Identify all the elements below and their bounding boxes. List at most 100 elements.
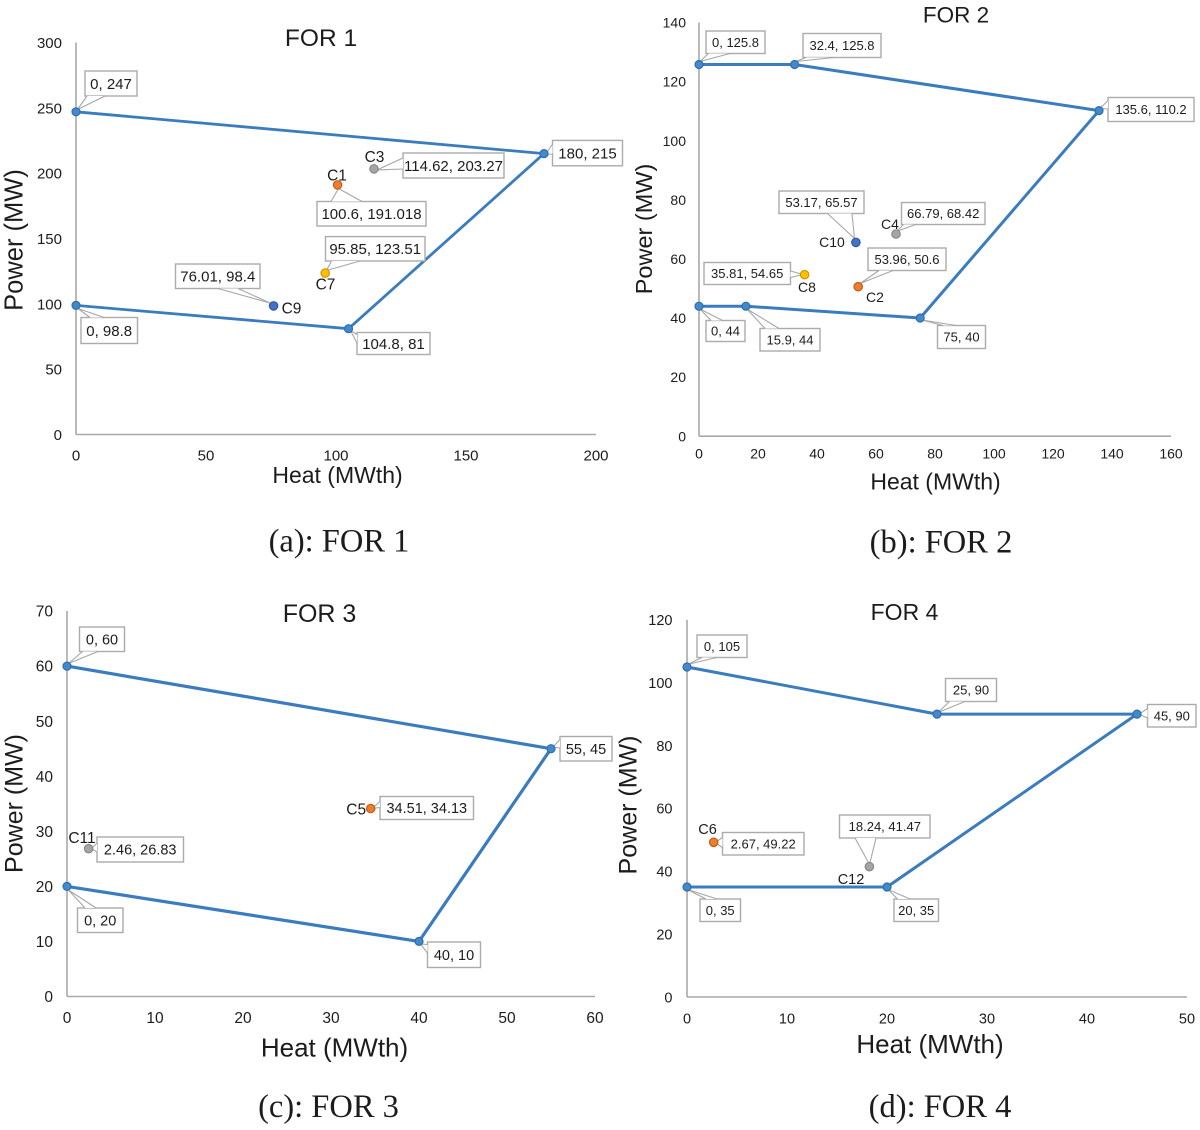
svg-text:60: 60 <box>670 251 686 267</box>
svg-text:20: 20 <box>879 1012 895 1028</box>
svg-text:Power (MW): Power (MW) <box>631 164 657 295</box>
svg-text:C12: C12 <box>838 872 865 888</box>
svg-text:(c): FOR 3: (c): FOR 3 <box>258 1089 399 1125</box>
svg-text:60: 60 <box>656 802 672 818</box>
svg-text:100: 100 <box>37 296 62 313</box>
svg-text:25, 90: 25, 90 <box>953 683 989 698</box>
svg-text:2.67, 49.22: 2.67, 49.22 <box>731 836 796 851</box>
svg-text:60: 60 <box>868 446 884 462</box>
svg-text:C7: C7 <box>316 277 336 294</box>
svg-text:35.81, 54.65: 35.81, 54.65 <box>711 266 783 281</box>
svg-text:80: 80 <box>656 739 672 755</box>
svg-text:40: 40 <box>36 769 54 786</box>
svg-text:15.9, 44: 15.9, 44 <box>767 332 814 347</box>
svg-text:C2: C2 <box>866 289 884 305</box>
svg-text:140: 140 <box>1100 446 1124 462</box>
svg-text:10: 10 <box>146 1010 164 1027</box>
svg-text:0: 0 <box>683 1012 691 1028</box>
svg-text:53.17, 65.57: 53.17, 65.57 <box>785 195 857 210</box>
svg-text:40: 40 <box>656 865 672 881</box>
svg-text:C5: C5 <box>346 801 366 818</box>
svg-text:100: 100 <box>648 676 672 692</box>
svg-text:0: 0 <box>664 990 672 1006</box>
svg-text:60: 60 <box>36 659 54 676</box>
svg-text:30: 30 <box>322 1010 340 1027</box>
svg-text:50: 50 <box>1179 1012 1195 1028</box>
svg-text:135.6, 110.2: 135.6, 110.2 <box>1115 102 1186 117</box>
svg-text:70: 70 <box>36 604 54 621</box>
svg-text:0: 0 <box>72 448 80 465</box>
svg-text:60: 60 <box>586 1010 604 1027</box>
svg-text:0: 0 <box>695 446 703 462</box>
svg-text:C4: C4 <box>881 216 899 232</box>
svg-text:0: 0 <box>678 428 686 444</box>
svg-text:34.51, 34.13: 34.51, 34.13 <box>386 801 467 817</box>
svg-text:0, 44: 0, 44 <box>711 324 740 339</box>
svg-text:95.85, 123.51: 95.85, 123.51 <box>329 241 421 258</box>
svg-text:150: 150 <box>453 448 478 465</box>
svg-text:C8: C8 <box>798 279 816 295</box>
svg-text:100: 100 <box>663 133 687 149</box>
svg-text:Heat (MWth): Heat (MWth) <box>870 469 1000 495</box>
svg-text:C3: C3 <box>365 149 385 166</box>
svg-text:Power (MW): Power (MW) <box>615 736 643 875</box>
svg-text:120: 120 <box>663 74 687 90</box>
svg-text:75, 40: 75, 40 <box>943 330 979 345</box>
svg-text:40: 40 <box>809 446 825 462</box>
svg-text:Power (MW): Power (MW) <box>1 169 29 311</box>
svg-text:40: 40 <box>410 1010 428 1027</box>
svg-text:0, 98.8: 0, 98.8 <box>86 323 132 340</box>
svg-text:80: 80 <box>670 192 686 208</box>
svg-text:C1: C1 <box>327 168 347 185</box>
svg-text:Power (MW): Power (MW) <box>1 734 29 873</box>
svg-text:0, 125.8: 0, 125.8 <box>712 35 759 50</box>
svg-text:20: 20 <box>656 927 672 943</box>
svg-text:80: 80 <box>927 446 943 462</box>
svg-text:20: 20 <box>234 1010 252 1027</box>
svg-text:(b): FOR 2: (b): FOR 2 <box>870 525 1013 561</box>
svg-text:0, 60: 0, 60 <box>86 633 118 649</box>
svg-text:C11: C11 <box>68 830 95 847</box>
svg-text:45, 90: 45, 90 <box>1154 708 1190 723</box>
svg-text:40: 40 <box>1079 1012 1095 1028</box>
svg-text:2.46, 26.83: 2.46, 26.83 <box>104 843 177 859</box>
svg-text:C10: C10 <box>819 234 845 250</box>
svg-text:120: 120 <box>1041 446 1065 462</box>
svg-text:18.24, 41.47: 18.24, 41.47 <box>849 819 921 834</box>
svg-text:250: 250 <box>37 100 62 117</box>
svg-text:200: 200 <box>37 166 62 183</box>
svg-text:120: 120 <box>648 613 672 629</box>
svg-text:40, 10: 40, 10 <box>434 948 474 964</box>
svg-text:20: 20 <box>670 369 686 385</box>
svg-text:160: 160 <box>1159 446 1183 462</box>
svg-text:FOR 3: FOR 3 <box>283 600 357 628</box>
svg-text:0, 35: 0, 35 <box>706 903 735 918</box>
svg-text:0, 20: 0, 20 <box>84 914 116 930</box>
svg-text:C6: C6 <box>698 822 717 838</box>
svg-text:FOR 1: FOR 1 <box>285 25 357 52</box>
svg-text:66.79, 68.42: 66.79, 68.42 <box>907 206 979 221</box>
svg-text:C9: C9 <box>282 301 302 318</box>
svg-text:Heat (MWth): Heat (MWth) <box>261 1033 408 1063</box>
svg-text:114.62, 203.27: 114.62, 203.27 <box>404 158 503 175</box>
svg-text:(d): FOR 4: (d): FOR 4 <box>869 1089 1012 1125</box>
svg-text:10: 10 <box>779 1012 795 1028</box>
svg-text:180, 215: 180, 215 <box>558 146 616 163</box>
svg-text:10: 10 <box>36 934 54 951</box>
svg-text:20: 20 <box>36 879 54 896</box>
svg-text:55, 45: 55, 45 <box>566 742 606 758</box>
svg-text:140: 140 <box>663 15 687 31</box>
svg-text:30: 30 <box>36 824 54 841</box>
svg-text:FOR 4: FOR 4 <box>871 599 939 625</box>
svg-text:0: 0 <box>63 1010 72 1027</box>
svg-text:40: 40 <box>670 310 686 326</box>
svg-text:FOR 2: FOR 2 <box>923 3 989 28</box>
svg-text:100: 100 <box>982 446 1006 462</box>
svg-text:(a): FOR 1: (a): FOR 1 <box>269 524 410 560</box>
svg-text:300: 300 <box>37 35 62 52</box>
svg-text:200: 200 <box>583 448 608 465</box>
svg-text:100: 100 <box>323 448 348 465</box>
svg-text:50: 50 <box>198 448 215 465</box>
svg-text:Heat (MWth): Heat (MWth) <box>272 462 402 488</box>
svg-text:0: 0 <box>44 989 53 1006</box>
